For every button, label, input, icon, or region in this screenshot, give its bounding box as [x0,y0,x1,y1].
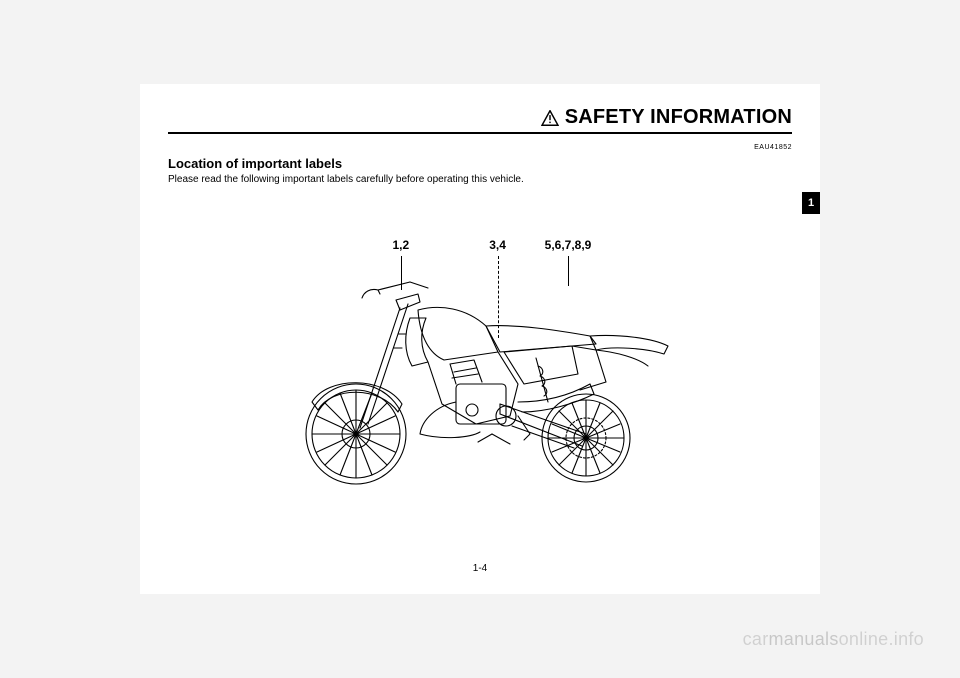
diagram-callout: 5,6,7,8,9 [545,238,592,252]
diagram-leader-line [401,256,402,290]
motorcycle-line-art [260,234,700,494]
watermark-prefix: car [743,629,769,649]
watermark-mid: manuals [768,629,838,649]
warning-triangle-icon [541,110,559,126]
manual-page: SAFETY INFORMATION EAU41852 Location of … [140,84,820,594]
watermark: carmanualsonline.info [743,629,924,650]
header-title: SAFETY INFORMATION [565,106,792,129]
diagram-callout: 1,2 [392,238,409,252]
header-rule [168,132,792,134]
diagram-callout: 3,4 [489,238,506,252]
section-body: Please read the following important labe… [168,174,524,185]
diagram-leader-line [568,256,569,286]
document-code: EAU41852 [754,144,792,151]
section-title: Location of important labels [168,156,342,171]
diagram-leader-line [498,256,499,338]
motorcycle-diagram: 1,2 3,4 5,6,7,8,9 [260,234,700,494]
page-header: SAFETY INFORMATION [541,106,792,129]
page-number: 1-4 [140,563,820,574]
chapter-tab: 1 [802,192,820,214]
watermark-suffix: online.info [839,629,924,649]
